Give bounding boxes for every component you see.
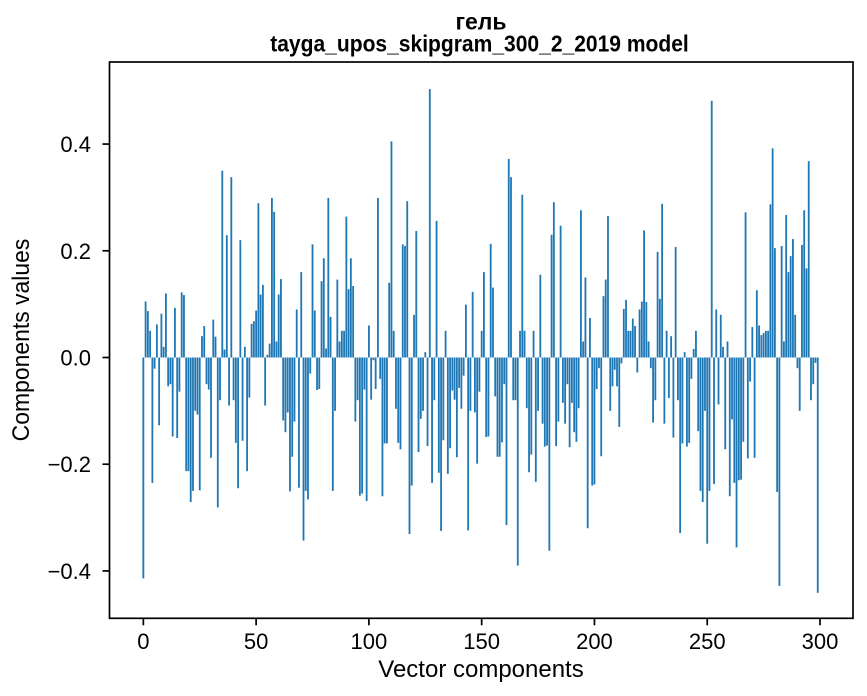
svg-text:100: 100 bbox=[351, 629, 388, 654]
svg-text:0.0: 0.0 bbox=[60, 346, 91, 371]
svg-text:50: 50 bbox=[244, 629, 268, 654]
svg-text:гель: гель bbox=[455, 9, 506, 35]
svg-text:0.2: 0.2 bbox=[60, 239, 91, 264]
svg-text:0.4: 0.4 bbox=[60, 132, 91, 157]
svg-text:Vector components: Vector components bbox=[378, 656, 583, 683]
svg-text:200: 200 bbox=[576, 629, 613, 654]
svg-text:0: 0 bbox=[137, 629, 149, 654]
svg-text:−0.2: −0.2 bbox=[48, 452, 91, 477]
svg-text:150: 150 bbox=[463, 629, 500, 654]
svg-text:−0.4: −0.4 bbox=[48, 559, 91, 584]
svg-text:250: 250 bbox=[689, 629, 726, 654]
svg-text:Components values: Components values bbox=[8, 239, 35, 442]
svg-text:tayga_upos_skipgram_300_2_2019: tayga_upos_skipgram_300_2_2019 model bbox=[270, 31, 689, 57]
svg-text:300: 300 bbox=[802, 629, 839, 654]
